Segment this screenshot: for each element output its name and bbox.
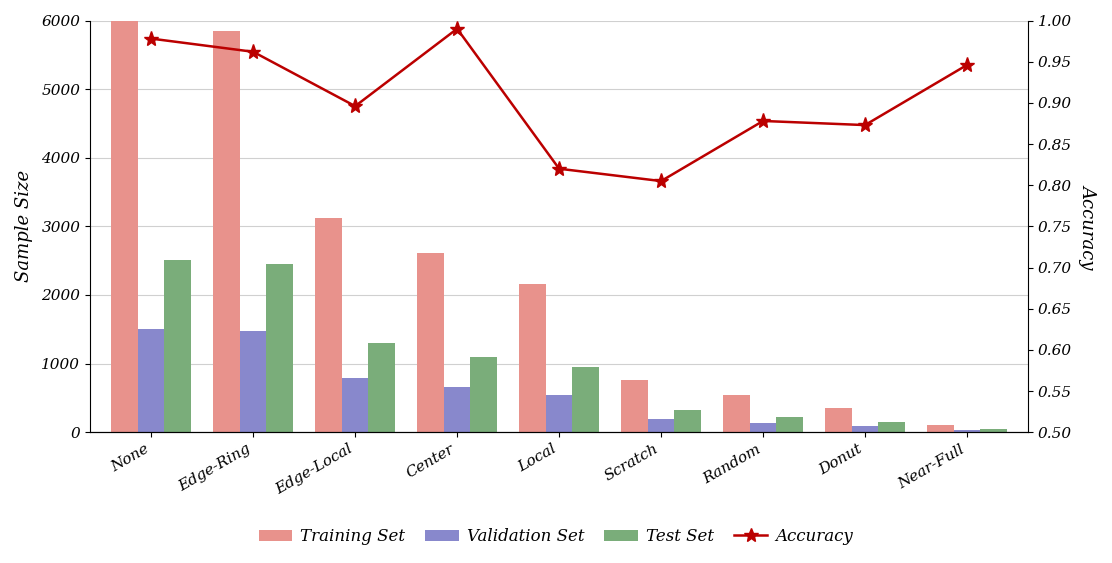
Bar bbox=[954, 430, 981, 432]
Accuracy bbox=[450, 25, 464, 32]
Bar bbox=[444, 387, 470, 432]
Bar bbox=[546, 395, 573, 432]
Bar bbox=[240, 330, 267, 432]
Accuracy bbox=[348, 103, 361, 110]
Accuracy bbox=[858, 122, 872, 128]
Y-axis label: Accuracy: Accuracy bbox=[1079, 184, 1098, 269]
Bar bbox=[111, 20, 138, 432]
Line: Accuracy: Accuracy bbox=[143, 21, 974, 189]
Bar bbox=[267, 264, 292, 432]
Bar bbox=[417, 253, 444, 432]
Bar bbox=[316, 218, 341, 432]
Bar bbox=[341, 378, 368, 432]
Bar bbox=[674, 410, 701, 432]
Bar bbox=[214, 30, 240, 432]
Bar bbox=[749, 423, 776, 432]
Bar bbox=[927, 425, 954, 432]
Bar bbox=[165, 260, 191, 432]
Accuracy bbox=[247, 48, 260, 55]
Accuracy bbox=[654, 178, 667, 185]
Bar bbox=[776, 417, 803, 432]
Legend: Training Set, Validation Set, Test Set, Accuracy: Training Set, Validation Set, Test Set, … bbox=[252, 521, 860, 552]
Bar bbox=[981, 429, 1006, 432]
Accuracy bbox=[553, 166, 566, 172]
Bar bbox=[878, 422, 905, 432]
Bar bbox=[470, 357, 497, 432]
Accuracy bbox=[145, 35, 158, 42]
Accuracy bbox=[756, 118, 770, 124]
Bar bbox=[138, 329, 165, 432]
Bar bbox=[825, 408, 852, 432]
Bar bbox=[519, 284, 546, 432]
Bar bbox=[368, 342, 395, 432]
Bar bbox=[648, 419, 674, 432]
Bar bbox=[852, 426, 878, 432]
Bar bbox=[622, 380, 648, 432]
Accuracy bbox=[961, 61, 974, 68]
Y-axis label: Sample Size: Sample Size bbox=[14, 170, 33, 283]
Bar bbox=[573, 367, 599, 432]
Bar bbox=[723, 395, 749, 432]
